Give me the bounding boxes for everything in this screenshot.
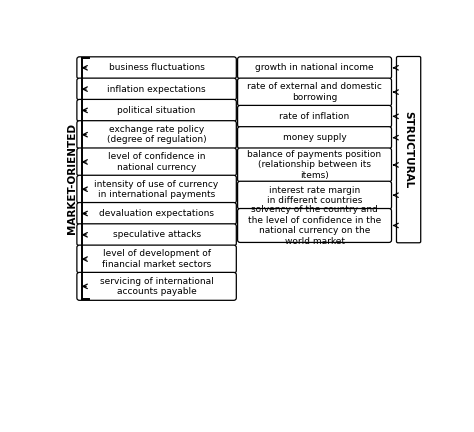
Text: political situation: political situation bbox=[118, 106, 196, 115]
Text: intensity of use of currency
in international payments: intensity of use of currency in internat… bbox=[94, 180, 219, 199]
FancyBboxPatch shape bbox=[77, 78, 237, 100]
Text: interest rate margin
in different countries: interest rate margin in different countr… bbox=[267, 185, 362, 205]
Text: inflation expectations: inflation expectations bbox=[107, 85, 206, 94]
FancyBboxPatch shape bbox=[77, 121, 237, 149]
FancyBboxPatch shape bbox=[77, 224, 237, 246]
Text: servicing of international
accounts payable: servicing of international accounts paya… bbox=[100, 276, 213, 296]
FancyBboxPatch shape bbox=[237, 127, 392, 149]
Text: rate of external and domestic
borrowing: rate of external and domestic borrowing bbox=[247, 83, 382, 102]
Text: growth in national income: growth in national income bbox=[255, 64, 374, 72]
Text: rate of inflation: rate of inflation bbox=[280, 112, 350, 121]
FancyBboxPatch shape bbox=[77, 175, 237, 203]
FancyBboxPatch shape bbox=[77, 99, 237, 121]
Text: level of confidence in
national currency: level of confidence in national currency bbox=[108, 152, 205, 172]
Text: MARKET-ORIENTED: MARKET-ORIENTED bbox=[67, 123, 77, 234]
FancyBboxPatch shape bbox=[77, 245, 237, 273]
FancyBboxPatch shape bbox=[237, 57, 392, 79]
FancyBboxPatch shape bbox=[77, 203, 237, 225]
Text: speculative attacks: speculative attacks bbox=[112, 230, 201, 239]
Text: solvency of the country and
the level of confidence in the
national currency on : solvency of the country and the level of… bbox=[248, 205, 381, 245]
Text: balance of payments position
(relationship between its
items): balance of payments position (relationsh… bbox=[247, 150, 382, 180]
FancyBboxPatch shape bbox=[237, 209, 392, 242]
Text: exchange rate policy
(degree of regulation): exchange rate policy (degree of regulati… bbox=[107, 125, 206, 144]
FancyBboxPatch shape bbox=[237, 181, 392, 209]
FancyBboxPatch shape bbox=[237, 148, 392, 182]
FancyBboxPatch shape bbox=[237, 105, 392, 127]
FancyBboxPatch shape bbox=[237, 78, 392, 106]
FancyBboxPatch shape bbox=[77, 57, 237, 79]
Text: devaluation expectations: devaluation expectations bbox=[99, 209, 214, 218]
Text: business fluctuations: business fluctuations bbox=[109, 64, 205, 72]
Text: level of development of
financial market sectors: level of development of financial market… bbox=[102, 249, 211, 269]
Text: money supply: money supply bbox=[283, 133, 346, 142]
FancyBboxPatch shape bbox=[77, 273, 237, 300]
Text: STRUCTURAL: STRUCTURAL bbox=[403, 111, 414, 188]
FancyBboxPatch shape bbox=[77, 148, 237, 176]
FancyBboxPatch shape bbox=[396, 57, 421, 243]
